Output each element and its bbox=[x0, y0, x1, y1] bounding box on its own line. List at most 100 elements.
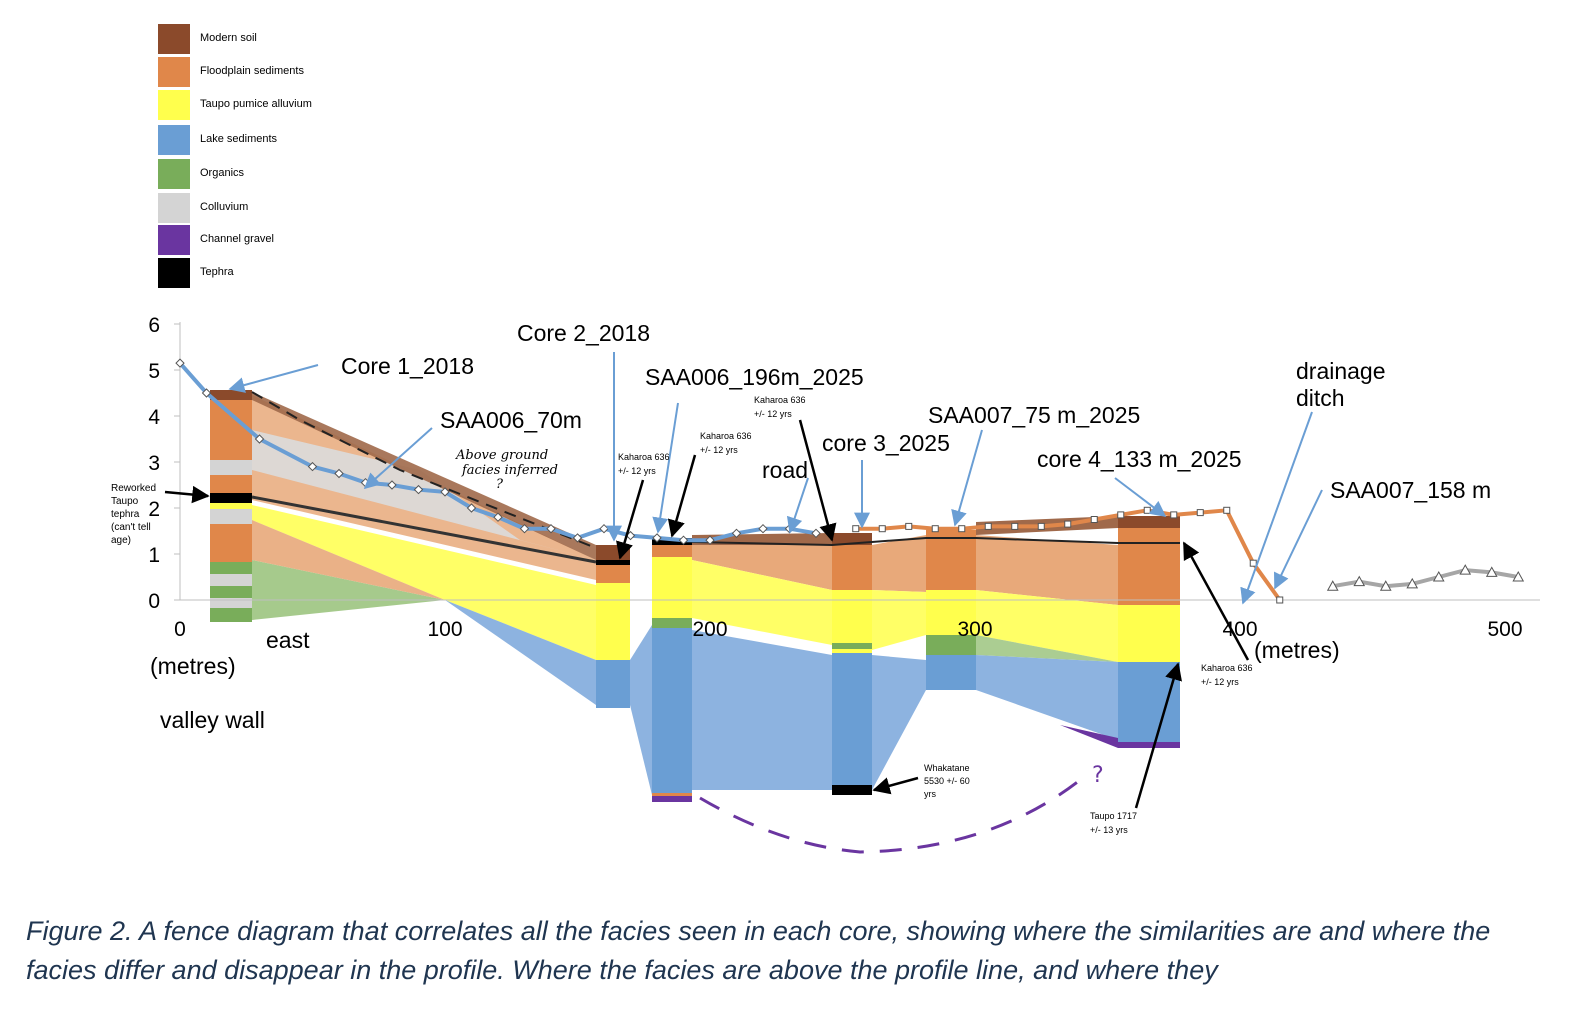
y-tick-label: 6 bbox=[148, 314, 160, 337]
profile-point bbox=[1090, 516, 1098, 523]
profile-point bbox=[1170, 511, 1178, 519]
svg-text:yrs: yrs bbox=[924, 789, 936, 799]
profile-point bbox=[958, 525, 966, 533]
x-axis-ticks: 0 100 200 300 400 500 bbox=[174, 618, 1522, 641]
arrow-saa007-75 bbox=[951, 429, 983, 527]
band-organics-5 bbox=[976, 635, 1118, 662]
profile-point bbox=[1143, 506, 1151, 514]
label-kaharoa-d: Kaharoa 636 +/- 12 yrs bbox=[1201, 663, 1253, 687]
arrow-kaharoa-d bbox=[1182, 541, 1250, 661]
core4-column bbox=[1118, 516, 1180, 748]
profile-point bbox=[878, 525, 886, 533]
profile-point bbox=[1485, 566, 1498, 577]
swatch bbox=[158, 258, 190, 288]
svg-text:(can't tell: (can't tell bbox=[111, 522, 151, 533]
profile-point bbox=[1512, 570, 1525, 582]
saa006-196-column bbox=[652, 538, 692, 802]
swatch bbox=[158, 159, 190, 189]
question-mark-purple: ? bbox=[1092, 763, 1104, 788]
legend-label: Taupo pumice alluvium bbox=[200, 98, 312, 110]
band-soil-1 bbox=[252, 392, 596, 560]
band-pumice-3 bbox=[692, 560, 832, 645]
label-core3: core 3_2025 bbox=[822, 430, 950, 456]
label-east: east bbox=[266, 627, 310, 653]
profile-point bbox=[572, 533, 583, 543]
y-tick-label: 2 bbox=[148, 498, 160, 521]
legend-label: Modern soil bbox=[200, 32, 257, 44]
legend-label: Colluvium bbox=[200, 201, 249, 213]
profile-point bbox=[201, 388, 212, 398]
arrow-drainage bbox=[1240, 411, 1313, 605]
swatch bbox=[158, 24, 190, 54]
profile-point bbox=[678, 535, 689, 545]
label-saa007-158: SAA007_158 m bbox=[1330, 477, 1491, 503]
arrow-kaharoa-a bbox=[616, 479, 645, 560]
tephra-line-1 bbox=[251, 495, 597, 564]
label-saa007-75: SAA007_75 m_2025 bbox=[928, 402, 1140, 428]
figure-caption: Figure 2. A fence diagram that correlate… bbox=[26, 916, 1491, 985]
svg-text:+/- 12 yrs: +/- 12 yrs bbox=[754, 409, 792, 419]
label-saa006-70: SAA006_70m bbox=[440, 407, 582, 433]
band-pumice-5 bbox=[976, 590, 1118, 662]
label-above-ground: Above ground facies inferred ? bbox=[455, 448, 558, 492]
svg-text:tephra: tephra bbox=[111, 509, 140, 520]
band-gravel-5 bbox=[1060, 725, 1118, 748]
axes: 6 5 4 3 2 1 0 0 100 200 300 400 500 bbox=[148, 314, 1540, 641]
label-reworked: Reworked Taupo tephra (can't tell age) bbox=[111, 483, 156, 546]
profile-point bbox=[652, 533, 662, 543]
profile-point bbox=[1432, 570, 1445, 582]
y-tick-label: 1 bbox=[148, 544, 160, 567]
profile-point bbox=[811, 528, 821, 539]
arrow-core1 bbox=[228, 364, 319, 393]
profile-point bbox=[905, 522, 913, 530]
label-core2: Core 2_2018 bbox=[517, 320, 650, 346]
profile-point bbox=[1037, 522, 1045, 530]
y-axis-ticks: 6 5 4 3 2 1 0 bbox=[148, 314, 180, 613]
profile-point bbox=[440, 487, 450, 497]
band-organics-1 bbox=[252, 560, 445, 620]
label-whakatane: Whakatane 5530 +/- 60 yrs bbox=[924, 763, 970, 799]
arrow-taupo bbox=[1134, 662, 1182, 809]
label-taupo: Taupo 1717 +/- 13 yrs bbox=[1090, 811, 1137, 835]
label-kaharoa-b: Kaharoa 636 +/- 12 yrs bbox=[700, 431, 752, 455]
svg-text:Whakatane: Whakatane bbox=[924, 763, 970, 773]
swatch bbox=[158, 125, 190, 155]
core1-column bbox=[210, 390, 252, 622]
profile-point bbox=[984, 522, 992, 530]
label-core1: Core 1_2018 bbox=[341, 353, 474, 379]
arrow-whakatane bbox=[872, 776, 919, 795]
profile-point bbox=[1011, 522, 1019, 530]
x-tick-label: 200 bbox=[692, 618, 727, 641]
profile-point bbox=[493, 512, 503, 522]
profile-point bbox=[1353, 575, 1366, 587]
band-pumice-1 bbox=[252, 505, 596, 660]
legend-label: Tephra bbox=[200, 266, 234, 278]
arrow-kaharoa-b bbox=[667, 454, 697, 538]
svg-text:+/- 12 yrs: +/- 12 yrs bbox=[618, 466, 656, 476]
svg-text:Above ground: Above ground bbox=[455, 448, 548, 463]
arrow-kaharoa-c bbox=[798, 419, 837, 542]
arrow-core4 bbox=[1114, 477, 1167, 517]
legend-label: Channel gravel bbox=[200, 233, 274, 245]
profile-point bbox=[1064, 520, 1072, 528]
arrow-reworked bbox=[164, 485, 210, 504]
inferred-gravel-dashed bbox=[699, 778, 1081, 854]
legend-label: Organics bbox=[200, 167, 245, 179]
legend-label: Floodplain sediments bbox=[200, 65, 304, 77]
svg-text:Kaharoa 636: Kaharoa 636 bbox=[700, 431, 752, 441]
swatch bbox=[158, 57, 190, 87]
core-columns bbox=[210, 390, 1180, 802]
blue-arrows bbox=[228, 352, 1323, 605]
svg-text:+/- 12 yrs: +/- 12 yrs bbox=[700, 445, 738, 455]
profile-point bbox=[1379, 580, 1392, 591]
profile-point bbox=[705, 535, 715, 545]
y-tick-label: 5 bbox=[148, 360, 160, 383]
band-lake-2 bbox=[630, 625, 652, 795]
svg-text:+/- 13 yrs: +/- 13 yrs bbox=[1090, 825, 1128, 835]
core3-column bbox=[832, 533, 872, 795]
svg-text:+/- 12 yrs: +/- 12 yrs bbox=[1201, 677, 1239, 687]
svg-text:Reworked: Reworked bbox=[111, 483, 156, 494]
svg-text:Taupo 1717: Taupo 1717 bbox=[1090, 811, 1137, 821]
label-road: road bbox=[762, 457, 808, 483]
profile-line-2 bbox=[1332, 568, 1519, 589]
